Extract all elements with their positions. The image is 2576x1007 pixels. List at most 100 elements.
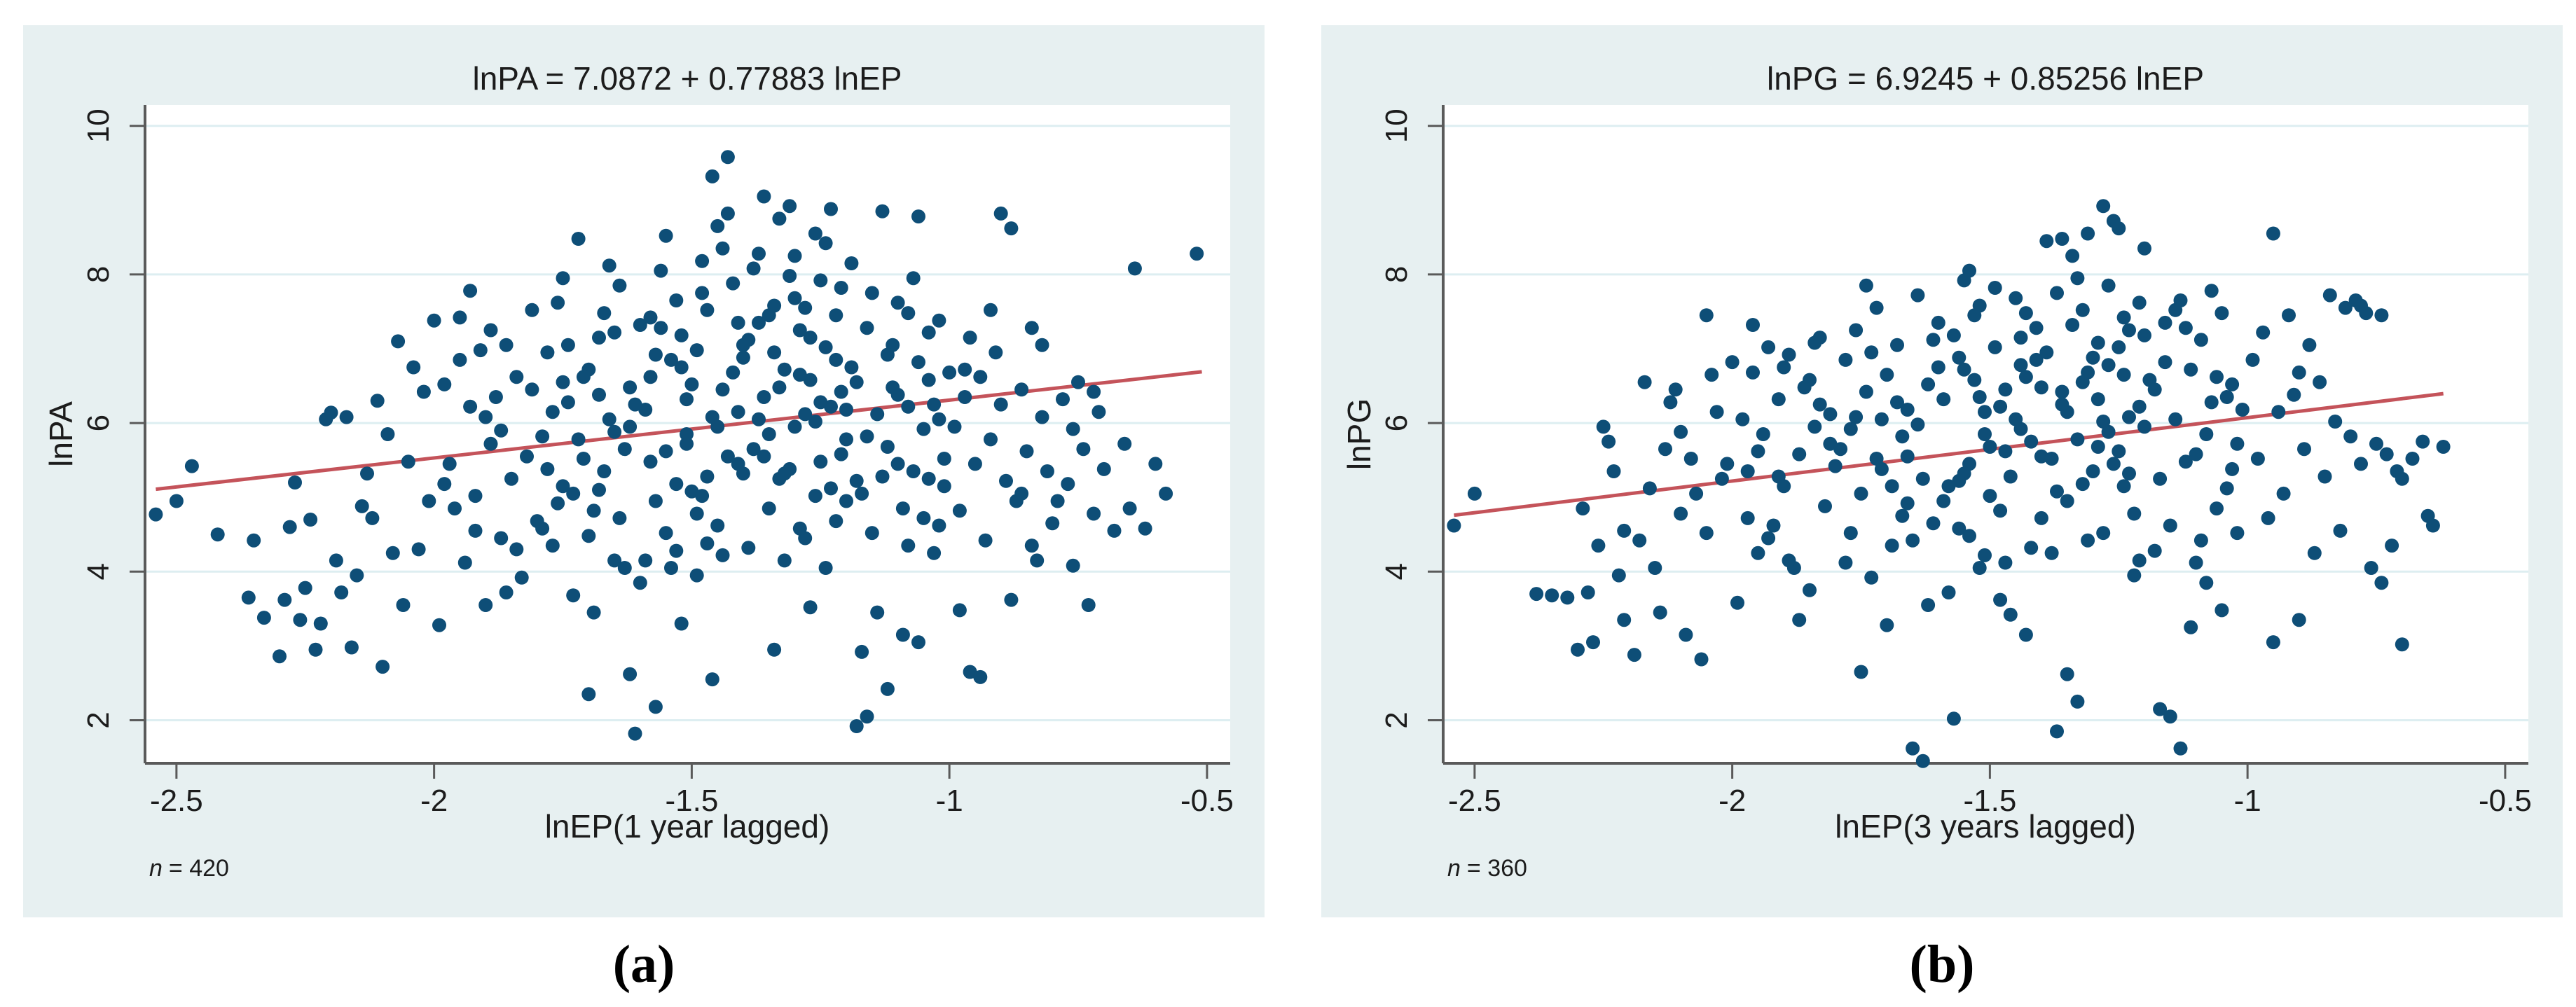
scatter-point xyxy=(1869,300,1884,315)
scatter-point xyxy=(993,206,1008,221)
scatter-point xyxy=(870,407,885,422)
scatter-point xyxy=(638,553,653,568)
scatter-point xyxy=(1895,429,1910,444)
scatter-point xyxy=(1694,652,1709,667)
scatter-point xyxy=(2003,607,2018,622)
scatter-point xyxy=(787,419,802,434)
scatter-point xyxy=(1978,427,1992,441)
scatter-point xyxy=(313,616,328,631)
scatter-point xyxy=(1050,494,1065,508)
scatter-point xyxy=(2116,479,2131,494)
scatter-point xyxy=(984,432,998,447)
scatter-point xyxy=(1952,350,1967,365)
scatter-point xyxy=(2287,387,2301,402)
scatter-point xyxy=(1586,635,1600,650)
scatter-point xyxy=(695,254,710,268)
scatter-point xyxy=(432,618,446,632)
scatter-point xyxy=(1066,558,1080,573)
scatter-point xyxy=(1447,518,1461,533)
scatter-point xyxy=(2215,306,2229,321)
sample-size-label: n = 360 xyxy=(1447,855,1527,882)
scatter-point xyxy=(2018,627,2033,642)
scatter-point xyxy=(457,555,472,570)
scatter-point xyxy=(967,457,982,471)
scatter-point xyxy=(963,331,977,345)
scatter-point xyxy=(2199,576,2214,590)
scatter-point xyxy=(684,377,699,391)
scatter-point xyxy=(2070,432,2085,447)
scatter-point xyxy=(380,427,395,441)
scatter-point xyxy=(2158,355,2172,370)
scatter-point xyxy=(288,475,302,489)
scatter-point xyxy=(952,504,967,518)
scatter-point xyxy=(1792,447,1807,461)
scatter-point xyxy=(2091,335,2105,350)
scatter-point xyxy=(1931,360,1945,375)
scatter-point xyxy=(942,365,957,380)
scatter-point xyxy=(1642,481,1657,496)
scatter-point xyxy=(556,375,570,389)
scatter-point xyxy=(344,640,359,655)
scatter-point xyxy=(2091,392,2105,407)
scatter-point xyxy=(932,313,946,328)
scatter-point xyxy=(437,377,452,391)
scatter-point xyxy=(592,482,606,497)
scatter-point xyxy=(798,300,813,315)
scatter-point xyxy=(1998,444,2013,459)
scatter-point xyxy=(901,399,916,414)
scatter-point xyxy=(700,536,715,550)
scatter-point xyxy=(1071,375,1085,389)
scatter-point xyxy=(1190,246,1204,261)
scatter-point xyxy=(849,719,864,733)
scatter-point xyxy=(2060,405,2074,419)
scatter-point xyxy=(545,539,560,553)
scatter-point xyxy=(752,315,766,330)
scatter-point xyxy=(607,325,622,340)
scatter-point xyxy=(1823,407,1838,422)
scatter-point xyxy=(628,726,642,741)
scatter-point xyxy=(592,331,606,345)
scatter-point xyxy=(654,263,668,278)
scatter-point xyxy=(1900,449,1915,464)
scatter-point xyxy=(2379,447,2394,461)
scatter-point xyxy=(901,539,916,553)
scatter-point xyxy=(1679,627,1693,642)
scatter-point xyxy=(149,507,163,522)
scatter-point xyxy=(906,271,921,286)
scatter-point xyxy=(401,454,415,469)
scatter-point xyxy=(2307,546,2322,560)
scatter-point xyxy=(792,368,807,382)
y-tick-label: 2 xyxy=(1379,711,1414,728)
scatter-point xyxy=(1056,392,1070,407)
scatter-point xyxy=(2055,384,2069,399)
scatter-point xyxy=(2122,323,2136,338)
x-tick-label: -2.5 xyxy=(1448,784,1501,818)
scatter-point xyxy=(2266,635,2280,650)
panel-b-caption: (b) xyxy=(1909,935,1975,994)
scatter-point xyxy=(2168,303,2183,317)
scatter-point xyxy=(921,325,936,340)
scatter-point xyxy=(829,514,843,529)
scatter-point xyxy=(2101,358,2116,373)
scatter-point xyxy=(2184,620,2198,634)
scatter-point xyxy=(911,355,925,370)
scatter-point xyxy=(2230,526,2245,541)
scatter-point xyxy=(566,486,581,501)
scatter-point xyxy=(2215,603,2229,618)
scatter-point xyxy=(911,209,925,224)
scatter-point xyxy=(792,521,807,536)
scatter-point xyxy=(2168,412,2183,426)
scatter-point xyxy=(2013,358,2028,373)
scatter-point xyxy=(1617,523,1632,538)
scatter-point xyxy=(2132,553,2147,568)
scatter-point xyxy=(2225,461,2240,476)
scatter-point xyxy=(2256,325,2271,340)
scatter-point xyxy=(1138,521,1152,536)
scatter-point xyxy=(648,700,663,714)
scatter-point xyxy=(875,469,890,484)
scatter-point xyxy=(705,169,719,183)
scatter-point xyxy=(633,318,647,332)
scatter-point xyxy=(2193,333,2208,347)
scatter-point xyxy=(2395,637,2409,652)
scatter-point xyxy=(1941,479,1956,494)
